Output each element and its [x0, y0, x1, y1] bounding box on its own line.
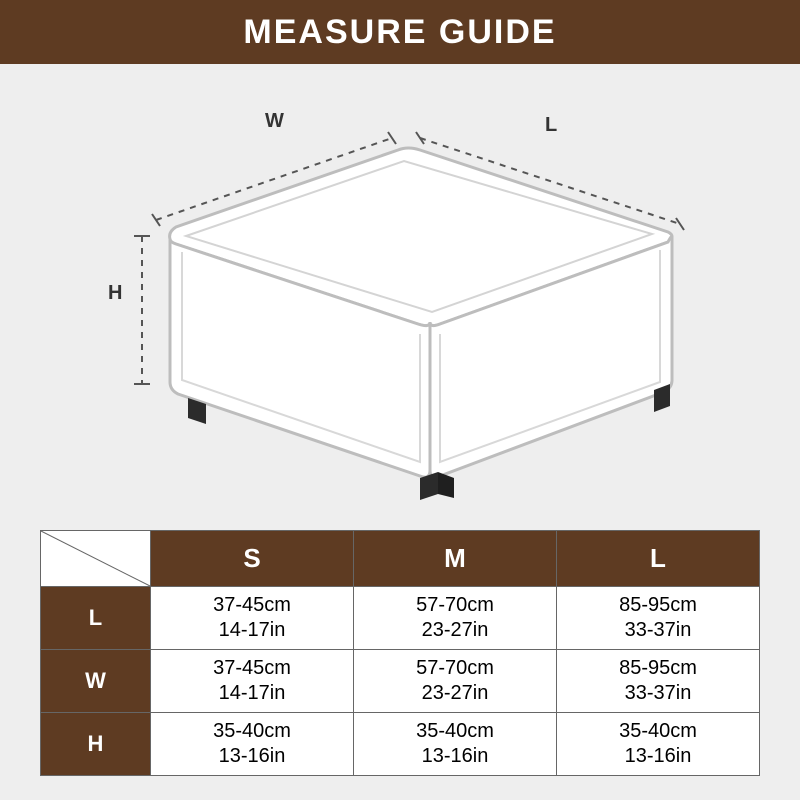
table-corner — [41, 531, 151, 587]
dim-label-l: L — [545, 114, 557, 137]
col-header: L — [557, 531, 760, 587]
table-cell: 37-45cm14-17in — [151, 650, 354, 713]
table-cell: 85-95cm33-37in — [557, 650, 760, 713]
col-header: S — [151, 531, 354, 587]
dim-label-h: H — [108, 282, 122, 305]
table-cell: 35-40cm13-16in — [151, 713, 354, 776]
row-header: H — [41, 713, 151, 776]
table-cell: 35-40cm13-16in — [354, 713, 557, 776]
ottoman-diagram: W L H — [0, 64, 800, 504]
ottoman-foot — [438, 472, 454, 498]
size-table: S M L L37-45cm14-17in57-70cm23-27in85-95… — [40, 530, 760, 776]
page-title: MEASURE GUIDE — [243, 13, 556, 52]
col-header: M — [354, 531, 557, 587]
title-banner: MEASURE GUIDE — [0, 0, 800, 64]
table-cell: 37-45cm14-17in — [151, 587, 354, 650]
table-cell: 57-70cm23-27in — [354, 650, 557, 713]
table-cell: 57-70cm23-27in — [354, 587, 557, 650]
table-cell: 35-40cm13-16in — [557, 713, 760, 776]
row-header: W — [41, 650, 151, 713]
dim-label-w: W — [265, 110, 284, 133]
row-header: L — [41, 587, 151, 650]
table-cell: 85-95cm33-37in — [557, 587, 760, 650]
